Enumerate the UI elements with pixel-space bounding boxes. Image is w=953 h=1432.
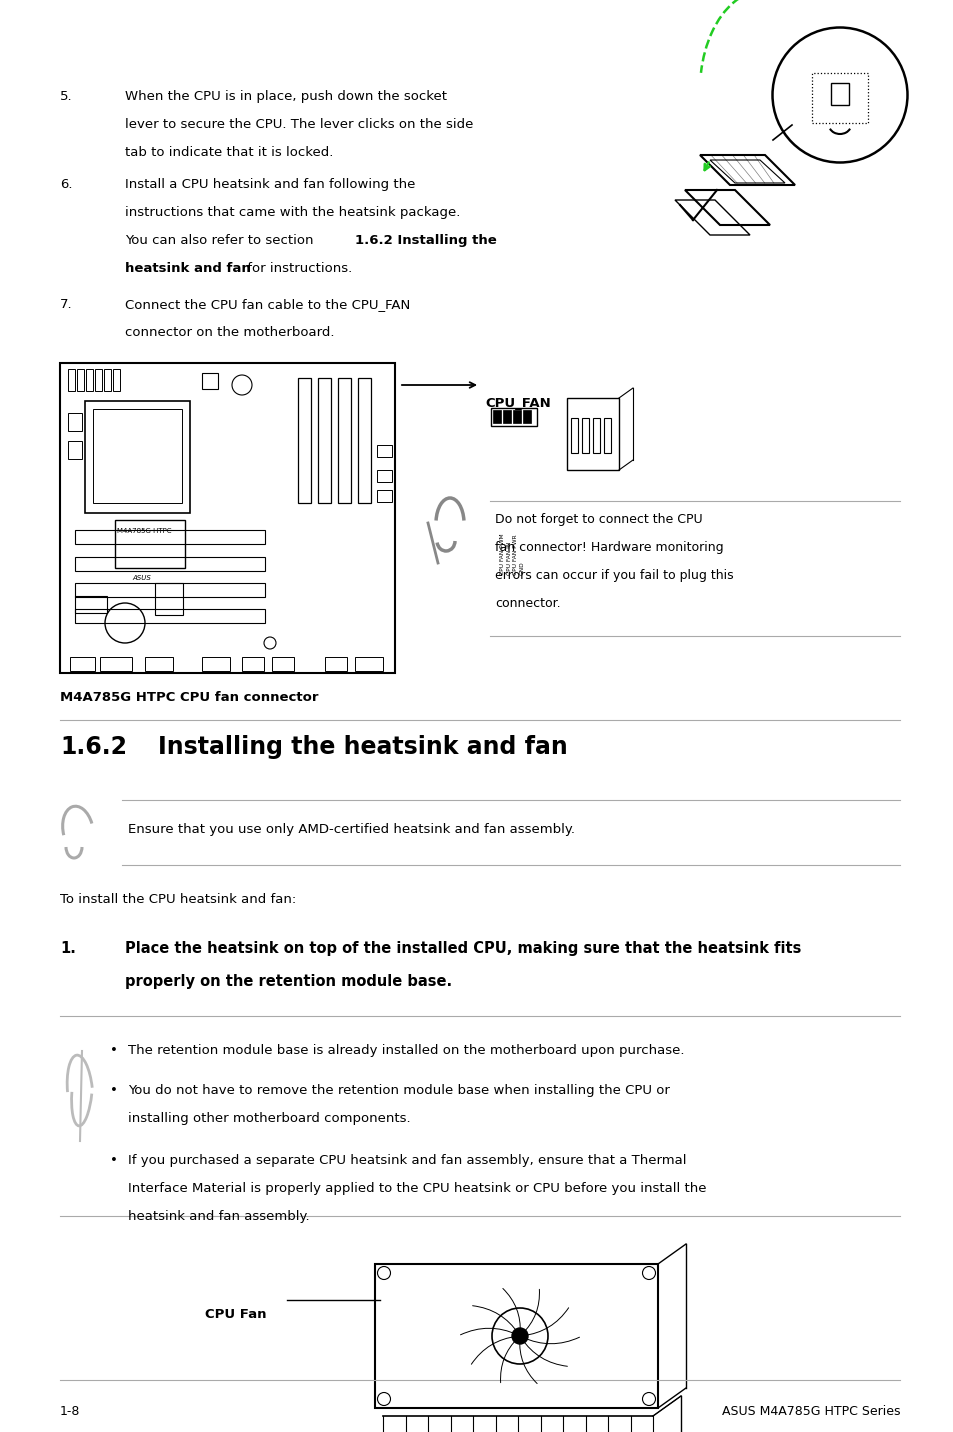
Text: The retention module base is already installed on the motherboard upon purchase.: The retention module base is already ins… (128, 1044, 684, 1057)
Text: You do not have to remove the retention module base when installing the CPU or: You do not have to remove the retention … (128, 1084, 669, 1097)
Text: tab to indicate that it is locked.: tab to indicate that it is locked. (125, 146, 333, 159)
Text: Install a CPU heatsink and fan following the: Install a CPU heatsink and fan following… (125, 178, 415, 190)
Text: lever to secure the CPU. The lever clicks on the side: lever to secure the CPU. The lever click… (125, 117, 473, 130)
Text: When the CPU is in place, push down the socket: When the CPU is in place, push down the … (125, 90, 447, 103)
Text: properly on the retention module base.: properly on the retention module base. (125, 974, 452, 990)
Circle shape (512, 1327, 527, 1345)
FancyBboxPatch shape (493, 410, 500, 422)
Text: M4A785G HTPC CPU fan connector: M4A785G HTPC CPU fan connector (60, 692, 318, 705)
Text: connector on the motherboard.: connector on the motherboard. (125, 326, 335, 339)
Text: 5.: 5. (60, 90, 72, 103)
Text: heatsink and fan: heatsink and fan (125, 262, 251, 275)
Text: fan connector! Hardware monitoring: fan connector! Hardware monitoring (495, 541, 723, 554)
Text: 6.: 6. (60, 178, 72, 190)
Text: •: • (110, 1154, 118, 1167)
FancyBboxPatch shape (522, 410, 531, 422)
Text: CPU FAN PWM
CPU FAN IN
CPU FAN PWR
GND: CPU FAN PWM CPU FAN IN CPU FAN PWR GND (499, 533, 524, 574)
Text: To install the CPU heatsink and fan:: To install the CPU heatsink and fan: (60, 894, 296, 906)
Text: 1.6.2: 1.6.2 (60, 735, 127, 759)
Text: Connect the CPU fan cable to the CPU_FAN: Connect the CPU fan cable to the CPU_FAN (125, 298, 410, 311)
Text: 7.: 7. (60, 298, 72, 311)
Text: for instructions.: for instructions. (243, 262, 352, 275)
Text: •: • (110, 1044, 118, 1057)
Text: If you purchased a separate CPU heatsink and fan assembly, ensure that a Thermal: If you purchased a separate CPU heatsink… (128, 1154, 686, 1167)
FancyBboxPatch shape (502, 410, 511, 422)
Text: instructions that came with the heatsink package.: instructions that came with the heatsink… (125, 206, 460, 219)
Text: Ensure that you use only AMD-certified heatsink and fan assembly.: Ensure that you use only AMD-certified h… (128, 823, 575, 836)
Text: connector.: connector. (495, 597, 560, 610)
Text: 1.6.2 Installing the: 1.6.2 Installing the (355, 233, 497, 246)
Text: 1.: 1. (60, 941, 76, 957)
Text: ASUS: ASUS (132, 576, 151, 581)
Text: CPU Fan: CPU Fan (205, 1307, 266, 1320)
Text: errors can occur if you fail to plug this: errors can occur if you fail to plug thi… (495, 569, 733, 581)
Text: heatsink and fan assembly.: heatsink and fan assembly. (128, 1210, 310, 1223)
Text: 1-8: 1-8 (60, 1405, 80, 1418)
FancyBboxPatch shape (513, 410, 520, 422)
Text: Do not forget to connect the CPU: Do not forget to connect the CPU (495, 513, 702, 526)
Text: You can also refer to section: You can also refer to section (125, 233, 317, 246)
Text: M4A785G HTPC: M4A785G HTPC (117, 528, 172, 534)
Text: •: • (110, 1084, 118, 1097)
Text: Interface Material is properly applied to the CPU heatsink or CPU before you ins: Interface Material is properly applied t… (128, 1181, 706, 1194)
Text: installing other motherboard components.: installing other motherboard components. (128, 1113, 410, 1126)
Text: ASUS M4A785G HTPC Series: ASUS M4A785G HTPC Series (720, 1405, 899, 1418)
Text: Installing the heatsink and fan: Installing the heatsink and fan (158, 735, 567, 759)
Text: Place the heatsink on top of the installed CPU, making sure that the heatsink fi: Place the heatsink on top of the install… (125, 941, 801, 957)
Text: CPU_FAN: CPU_FAN (484, 397, 550, 410)
